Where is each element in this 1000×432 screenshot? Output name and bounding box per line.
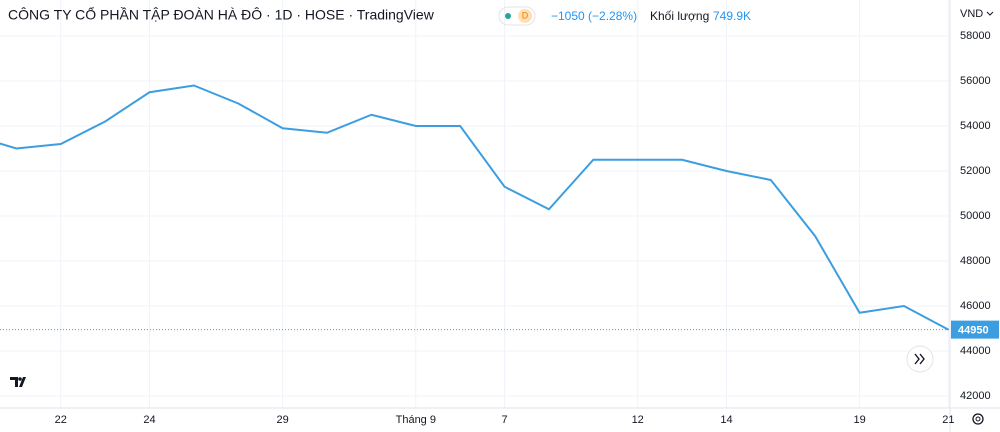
tv-logo — [10, 377, 26, 387]
change: −1050 (−2.28%) — [551, 9, 637, 23]
last-price-box — [951, 320, 999, 339]
volume-label: Khối lượng — [650, 9, 709, 23]
settings-button[interactable] — [972, 413, 984, 425]
interval-badge: D — [522, 10, 529, 20]
y-tick-label: 44000 — [960, 345, 991, 357]
price-line — [0, 84, 949, 331]
x-tick-label: Tháng 9 — [396, 414, 436, 426]
y-tick-label: 54000 — [960, 120, 991, 132]
badge-circle — [518, 9, 532, 23]
chart-title: CÔNG TY CỔ PHẦN TẬP ĐOÀN HÀ ĐÔ · 1D · HO… — [8, 6, 435, 23]
x-tick-label: 14 — [720, 414, 732, 426]
currency: VND — [960, 8, 983, 20]
x-tick-label: 7 — [501, 414, 507, 426]
badge — [498, 6, 536, 26]
y-tick-label: 50000 — [960, 210, 991, 222]
x-tick-label: 24 — [143, 414, 155, 426]
y-tick-label: 52000 — [960, 165, 991, 177]
y-tick-label: 56000 — [960, 75, 991, 87]
y-tick-label: 48000 — [960, 255, 991, 267]
last-price-label: 44950 — [958, 325, 989, 337]
y-tick-label: 58000 — [960, 30, 991, 42]
x-tick-label: 19 — [853, 414, 865, 426]
plot — [0, 84, 949, 331]
volume: 749.9K — [713, 9, 751, 23]
currency-caret — [986, 11, 994, 16]
x-tick-label: 29 — [277, 414, 289, 426]
y-tick-label: 46000 — [960, 300, 991, 312]
scroll-button[interactable] — [906, 345, 934, 373]
x-tick-label: 12 — [632, 414, 644, 426]
y-tick-label: 42000 — [960, 390, 991, 402]
status-dot — [505, 13, 511, 19]
grid — [0, 0, 950, 408]
x-tick-label: 21 — [942, 414, 954, 426]
x-tick-label: 22 — [55, 414, 67, 426]
